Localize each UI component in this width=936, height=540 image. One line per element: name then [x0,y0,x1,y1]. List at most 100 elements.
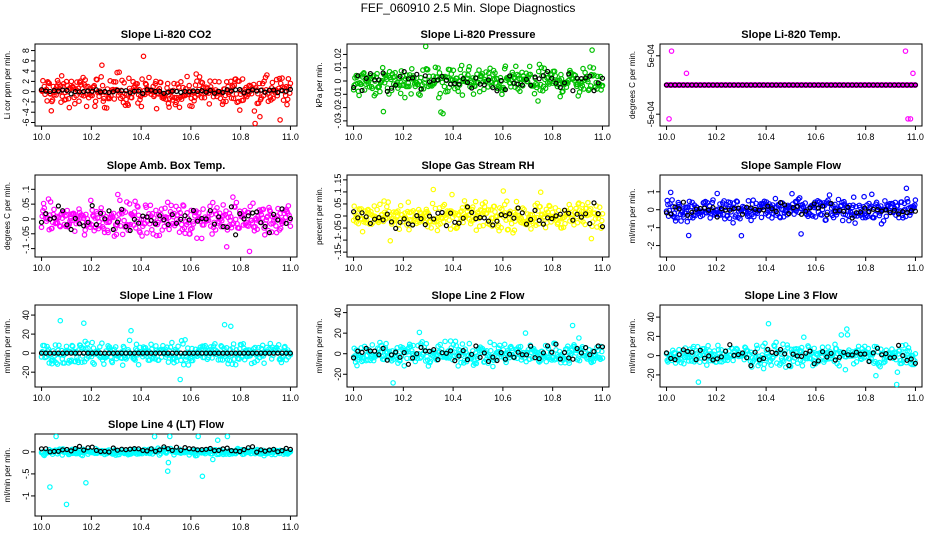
data-point [491,341,498,348]
data-point [705,342,711,349]
data-point-black [51,215,57,221]
data-point-black [582,211,589,217]
data-point [152,356,159,362]
y-tick-label: 20 [646,331,656,341]
data-point-black [739,211,746,217]
data-point [685,204,691,210]
data-point-black [380,70,386,76]
data-point-black [211,90,218,96]
data-point [189,103,195,110]
data-point [769,215,775,221]
panel-2: Slope Li-820 Pressure 10.0 10.2 10.4 10.6 10.… [315,29,611,142]
data-point [566,360,573,367]
data-point [250,200,256,207]
data-point [228,213,234,220]
data-point [424,66,431,73]
x-tick-label: 10.6 [182,132,200,142]
data-point-black [418,344,424,350]
data-point-black [782,202,788,208]
data-point [534,82,541,88]
data-point [139,233,145,239]
data-point-black [765,203,771,209]
data-point-black [845,204,851,210]
data-point [469,204,476,210]
data-point [459,341,466,347]
data-point [761,361,768,368]
y-tick-label: -.05 [333,220,343,236]
data-point-black [178,447,184,453]
data-point [900,215,906,221]
data-point-black [414,351,420,357]
data-point [158,79,164,86]
y-tick-label: 20 [21,329,31,339]
data-point-black [241,447,247,453]
data-point [226,357,233,364]
data-point [47,199,54,205]
data-point-black [798,211,805,217]
data-point-black [595,211,601,217]
data-point [485,84,491,90]
data-point-black [414,213,420,219]
data-point-black [587,352,593,358]
data-point [470,91,477,97]
data-point [678,218,684,224]
data-point-black [397,219,403,225]
data-point-black [828,350,834,356]
data-point-black [64,446,70,453]
data-point-black [110,226,116,233]
y-tick-label: -.5 [21,469,31,480]
x-tick-label: 10.0 [33,132,51,142]
data-point [156,232,163,239]
data-point-black [456,81,462,87]
data-point [857,204,863,211]
data-point [424,353,430,360]
data-point [109,359,116,366]
data-point-black [891,354,898,360]
data-point-black [224,445,230,451]
data-point [88,221,95,228]
x-tick-label: 10.4 [132,393,150,403]
data-point-black [127,90,133,96]
data-point-black [777,200,784,206]
data-point [451,85,458,92]
data-point-black [220,89,226,96]
x-tick-label: 10.4 [132,132,150,142]
data-point-black [452,358,458,364]
data-point [99,62,105,68]
data-point [196,74,203,80]
data-point-black [237,448,243,455]
data-point-black [832,357,838,363]
data-point-black [380,217,386,223]
data-point-black [144,448,150,454]
data-point [246,248,253,255]
data-point-black [811,361,817,367]
data-point [72,100,78,107]
data-point-black [127,227,133,234]
data-point [90,345,97,351]
data-point [206,101,213,107]
data-point [42,91,48,98]
x-tick-label: 11.0 [594,263,611,273]
data-point [465,67,472,73]
data-point-black [515,205,521,211]
x-tick-label: 10.2 [83,132,101,142]
data-point-black [595,80,601,86]
data-point [114,222,120,228]
data-point [535,68,542,75]
data-point [737,215,743,222]
data-point [363,216,370,223]
data-point [798,231,804,237]
data-point-black [574,345,580,352]
data-point [524,211,531,217]
data-point [533,222,539,229]
y-tick-label: 40 [333,308,343,318]
data-point [183,86,189,92]
data-point [560,88,566,95]
data-point-black [72,445,78,452]
data-point [228,352,235,358]
data-point [366,84,373,90]
data-point [369,342,376,348]
data-point [500,188,507,194]
data-point-black [439,73,445,79]
data-point [397,202,404,209]
